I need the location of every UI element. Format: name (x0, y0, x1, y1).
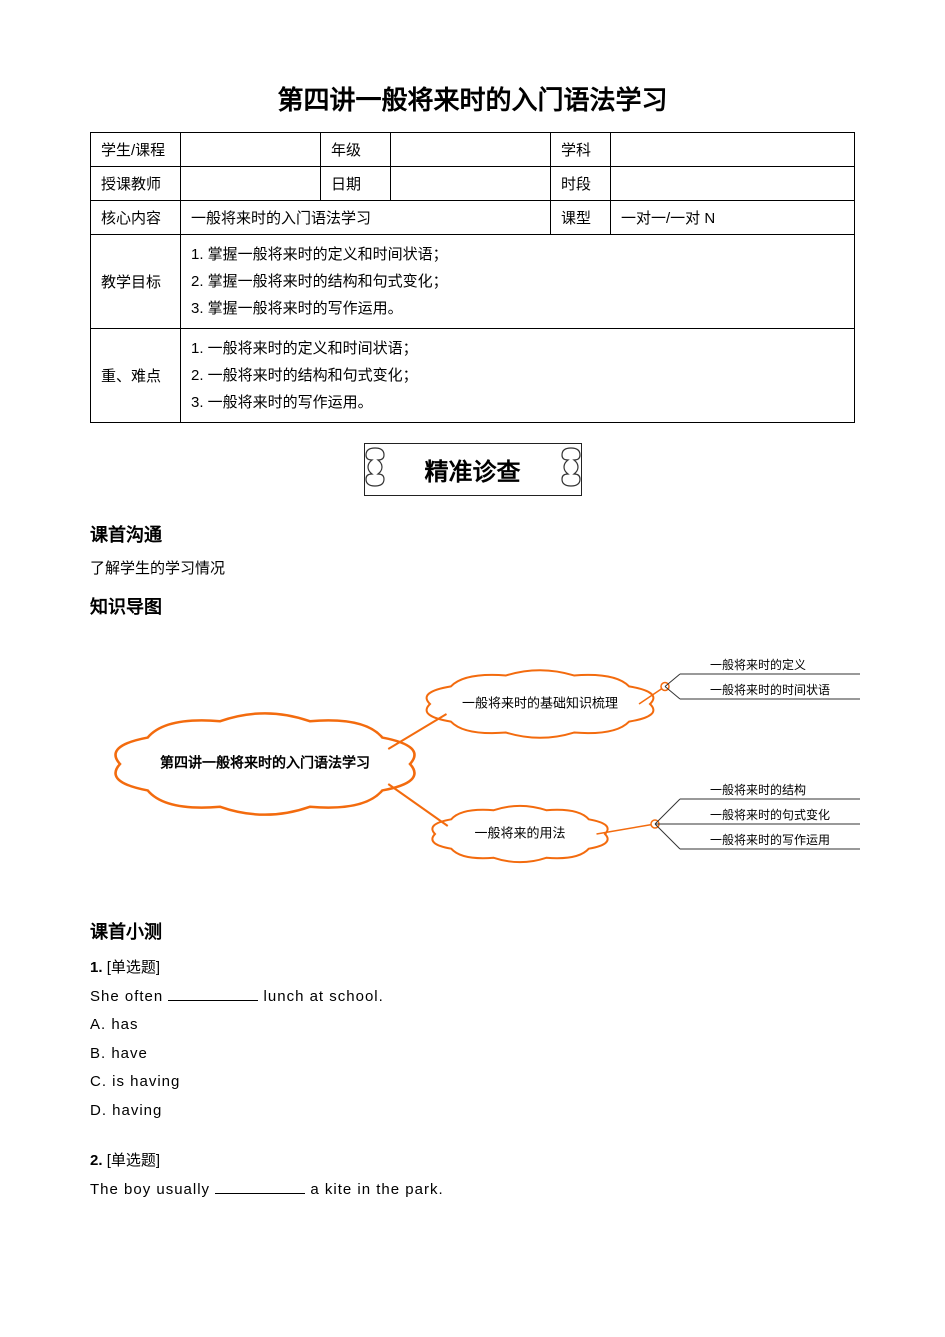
cell-subject-value (611, 133, 855, 167)
table-row: 授课教师 日期 时段 (91, 167, 855, 201)
quiz-number: 1. (90, 959, 103, 976)
table-row: 核心内容 一般将来时的入门语法学习 课型 一对一/一对 N (91, 201, 855, 235)
cell-core-value: 一般将来时的入门语法学习 (181, 201, 551, 235)
svg-text:一般将来时的时间状语: 一般将来时的时间状语 (710, 682, 830, 697)
svg-text:一般将来时的定义: 一般将来时的定义 (710, 657, 806, 672)
cell-keypoint-label: 重、难点 (91, 329, 181, 423)
banner-box: 精准诊查 (364, 443, 582, 496)
page-title: 第四讲一般将来时的入门语法学习 (90, 80, 855, 117)
quiz-number: 2. (90, 1152, 103, 1169)
cell-goal-value: 1. 掌握一般将来时的定义和时间状语； 2. 掌握一般将来时的结构和句式变化； … (181, 235, 855, 329)
goal-list: 1. 掌握一般将来时的定义和时间状语； 2. 掌握一般将来时的结构和句式变化； … (191, 241, 844, 322)
svg-text:一般将来时的结构: 一般将来时的结构 (710, 782, 806, 797)
cell-type-value: 一对一/一对 N (611, 201, 855, 235)
banner-text: 精准诊查 (425, 459, 521, 486)
quiz-block: 1. [单选题] She often lunch at school. A. h… (90, 954, 855, 1204)
diagnosis-banner: 精准诊查 (90, 443, 855, 496)
info-table: 学生/课程 年级 学科 授课教师 日期 时段 核心内容 一般将来时的入门语法学习… (90, 132, 855, 423)
blank-line (168, 987, 258, 1001)
cell-subject-label: 学科 (551, 133, 611, 167)
mindmap-svg: 第四讲一般将来时的入门语法学习 一般将来时的基础知识梳理一般将来的用法 一般将来时的… (90, 644, 870, 884)
quiz-stem-before: She often (90, 988, 168, 1005)
keypoint-item: 3. 一般将来时的写作运用。 (191, 389, 844, 416)
quiz-stem: She often lunch at school. (90, 983, 855, 1012)
goal-item: 1. 掌握一般将来时的定义和时间状语； (191, 241, 844, 268)
decoration-icon (360, 445, 390, 495)
svg-text:一般将来时的句式变化: 一般将来时的句式变化 (710, 807, 830, 822)
section-communication-text: 了解学生的学习情况 (90, 557, 855, 578)
keypoint-item: 1. 一般将来时的定义和时间状语； (191, 335, 844, 362)
cell-period-value (611, 167, 855, 201)
svg-text:一般将来的用法: 一般将来的用法 (474, 825, 565, 840)
cell-grade-value (391, 133, 551, 167)
quiz-stem-after: lunch at school. (258, 988, 383, 1005)
section-quiz-title: 课首小测 (90, 918, 855, 944)
svg-text:一般将来时的基础知识梳理: 一般将来时的基础知识梳理 (462, 695, 618, 710)
cell-period-label: 时段 (551, 167, 611, 201)
goal-item: 3. 掌握一般将来时的写作运用。 (191, 295, 844, 322)
blank-line (215, 1180, 305, 1194)
quiz-option: A. has (90, 1011, 855, 1040)
table-row: 教学目标 1. 掌握一般将来时的定义和时间状语； 2. 掌握一般将来时的结构和句… (91, 235, 855, 329)
quiz-option: B. have (90, 1040, 855, 1069)
quiz-option: C. is having (90, 1068, 855, 1097)
keypoint-item: 2. 一般将来时的结构和句式变化； (191, 362, 844, 389)
quiz-stem: The boy usually a kite in the park. (90, 1176, 855, 1205)
quiz-options: A. has B. have C. is having D. having (90, 1011, 855, 1125)
svg-text:第四讲一般将来时的入门语法学习: 第四讲一般将来时的入门语法学习 (160, 755, 370, 771)
quiz-item: 2. [单选题] The boy usually a kite in the p… (90, 1147, 855, 1204)
cell-student-course-label: 学生/课程 (91, 133, 181, 167)
cell-core-label: 核心内容 (91, 201, 181, 235)
svg-text:一般将来时的写作运用: 一般将来时的写作运用 (710, 832, 830, 847)
section-mindmap-title: 知识导图 (90, 593, 855, 619)
cell-teacher-label: 授课教师 (91, 167, 181, 201)
cell-date-label: 日期 (321, 167, 391, 201)
quiz-item: 1. [单选题] She often lunch at school. A. h… (90, 954, 855, 1125)
decoration-icon (556, 445, 586, 495)
cell-grade-label: 年级 (321, 133, 391, 167)
keypoint-list: 1. 一般将来时的定义和时间状语； 2. 一般将来时的结构和句式变化； 3. 一… (191, 335, 844, 416)
quiz-stem-after: a kite in the park. (305, 1181, 443, 1198)
cell-keypoint-value: 1. 一般将来时的定义和时间状语； 2. 一般将来时的结构和句式变化； 3. 一… (181, 329, 855, 423)
section-communication-title: 课首沟通 (90, 521, 855, 547)
quiz-stem-before: The boy usually (90, 1181, 215, 1198)
quiz-type-label: [单选题] (107, 959, 160, 976)
cell-type-label: 课型 (551, 201, 611, 235)
cell-goal-label: 教学目标 (91, 235, 181, 329)
cell-student-course-value (181, 133, 321, 167)
quiz-type-label: [单选题] (107, 1152, 160, 1169)
quiz-option: D. having (90, 1097, 855, 1126)
table-row: 重、难点 1. 一般将来时的定义和时间状语； 2. 一般将来时的结构和句式变化；… (91, 329, 855, 423)
mindmap-diagram: 第四讲一般将来时的入门语法学习 一般将来时的基础知识梳理一般将来的用法 一般将来时的… (90, 644, 855, 888)
cell-date-value (391, 167, 551, 201)
cell-teacher-value (181, 167, 321, 201)
goal-item: 2. 掌握一般将来时的结构和句式变化； (191, 268, 844, 295)
table-row: 学生/课程 年级 学科 (91, 133, 855, 167)
